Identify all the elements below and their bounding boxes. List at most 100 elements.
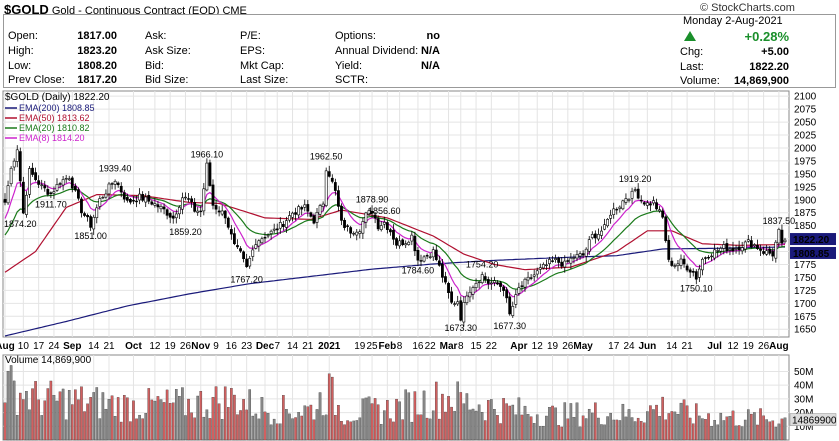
candle-body <box>226 217 230 228</box>
x-tick-label: Mar <box>440 341 458 352</box>
candle-body <box>685 265 689 271</box>
candle-body <box>119 185 123 193</box>
volume-bar <box>321 415 325 441</box>
candle-body <box>532 274 536 277</box>
volume-bar <box>340 421 343 441</box>
volume-bar <box>618 420 622 441</box>
volume-tick-label: 50M <box>794 367 813 378</box>
volume-bar <box>746 409 750 441</box>
candle-body <box>765 250 769 255</box>
candle-body <box>355 231 359 236</box>
volume-bar <box>25 391 28 441</box>
x-tick-label: 14 <box>666 341 678 352</box>
candle-body <box>340 205 343 221</box>
quote-left-value: 1817.00 <box>77 30 117 42</box>
candle-body <box>762 251 765 254</box>
price-label: 1808.85 <box>793 249 830 260</box>
volume-bar <box>646 411 649 441</box>
candle-body <box>373 214 377 219</box>
volume-bar <box>581 415 585 441</box>
volume-bar <box>444 411 447 441</box>
candle-body <box>171 215 175 219</box>
candle-body <box>15 149 19 162</box>
volume-bar <box>300 415 304 441</box>
volume-bar <box>447 396 450 441</box>
volume-bar <box>168 403 172 441</box>
volume-bar <box>783 417 787 441</box>
volume-bar <box>572 417 576 441</box>
chg-value: +5.00 <box>761 46 789 58</box>
volume-bar <box>214 386 218 441</box>
y-tick-label: 1875 <box>794 208 817 219</box>
volume-bar <box>150 399 154 441</box>
x-tick-label: 21 <box>103 341 115 352</box>
candle-body <box>554 258 557 260</box>
x-tick-label: Apr <box>510 341 527 352</box>
candle-body <box>294 212 297 215</box>
x-tick-label: May <box>573 341 593 352</box>
candle-body <box>655 202 658 210</box>
volume-bar <box>526 414 530 441</box>
candle-body <box>349 227 353 234</box>
quote-left-value: 1823.20 <box>77 45 117 57</box>
candle-body <box>217 210 221 213</box>
candle-body <box>649 203 652 206</box>
volume-bar <box>242 399 245 441</box>
volume-bar <box>603 424 606 441</box>
peak-label: 1837.50 <box>763 216 796 226</box>
volume-bar <box>740 426 744 441</box>
volume-bar <box>64 419 68 441</box>
credit: © StockCharts.com <box>700 2 795 14</box>
y-tick-label: 2100 <box>794 92 817 103</box>
symbol: $GOLD <box>4 2 49 17</box>
candle-body <box>233 233 236 245</box>
volume-bar <box>554 407 557 441</box>
peak-label: 1677.30 <box>493 321 526 331</box>
x-tick-label: 19 <box>165 341 177 352</box>
candle-body <box>731 247 735 252</box>
candle-body <box>434 249 438 260</box>
volume-bar <box>165 389 169 441</box>
candle-body <box>535 270 539 275</box>
volume-bar <box>306 406 310 441</box>
candle-body <box>529 277 533 279</box>
volume-bar <box>382 410 386 441</box>
candle-body <box>132 200 135 202</box>
candle-body <box>419 260 423 262</box>
candle-body <box>734 248 738 250</box>
quote-mid-label: Bid Size: <box>145 74 189 86</box>
candle-body <box>520 285 524 287</box>
volume-bar <box>609 412 612 441</box>
volume-bar <box>756 424 759 441</box>
candle-body <box>73 185 77 191</box>
candle-body <box>333 182 337 191</box>
x-tick-label: 21 <box>682 341 694 352</box>
volume-bar <box>471 408 475 441</box>
quote-left-value: 1808.20 <box>77 60 117 72</box>
x-tick-label: 10 <box>18 341 30 352</box>
candle-body <box>239 248 242 252</box>
volume-bar <box>257 418 261 441</box>
volume-bar <box>664 419 668 441</box>
candle-body <box>688 269 692 273</box>
candle-body <box>281 224 285 227</box>
peak-label: 1754.20 <box>466 259 499 269</box>
y-tick-label: 1900 <box>794 195 817 206</box>
candle-body <box>468 291 472 298</box>
y-tick-label: 1850 <box>794 221 817 232</box>
volume-label-box <box>789 413 837 426</box>
candle-body <box>113 180 117 185</box>
candle-body <box>783 239 787 243</box>
volume-bar <box>520 414 524 441</box>
candle-body <box>722 244 726 249</box>
volume-bar <box>334 415 337 441</box>
volume-bar <box>282 395 285 441</box>
volume-bar <box>392 421 395 441</box>
peak-label: 1939.40 <box>99 163 132 173</box>
candle-body <box>251 249 255 257</box>
volume-bar <box>43 400 47 441</box>
quote-right-label: Options: <box>335 30 376 42</box>
volume-bar <box>116 397 120 441</box>
volume-bar <box>630 417 634 441</box>
candle-body <box>61 179 65 186</box>
